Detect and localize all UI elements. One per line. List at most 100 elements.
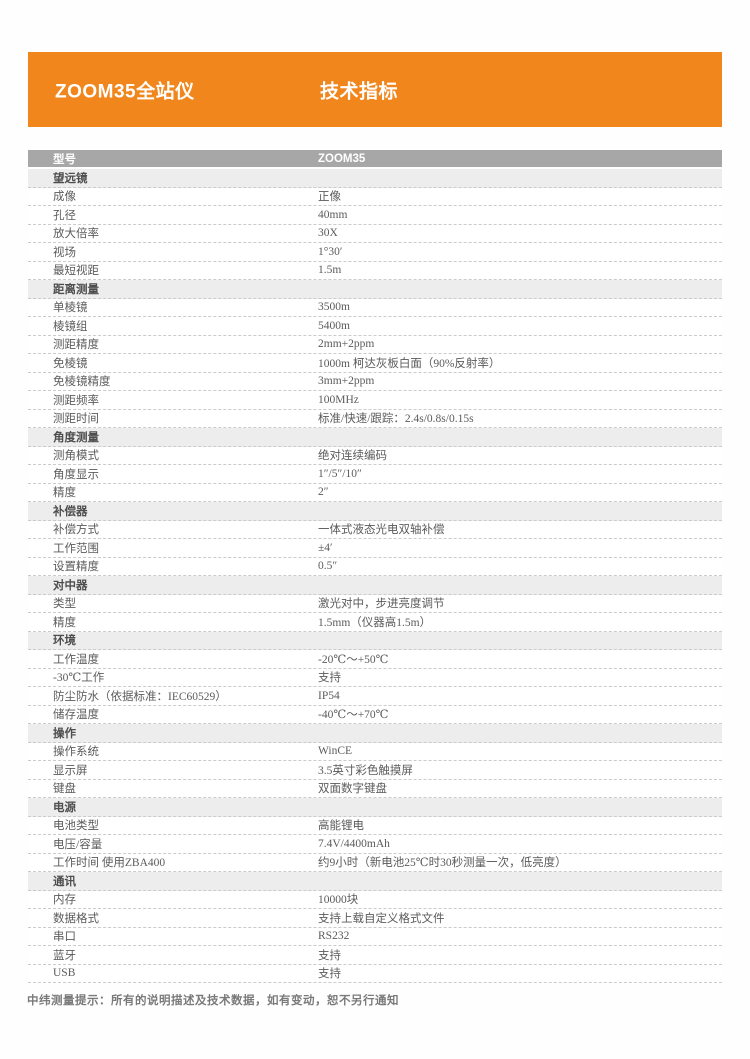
- spec-row: 内存 10000块: [28, 890, 722, 909]
- spec-row: 电池类型 高能锂电: [28, 816, 722, 835]
- product-banner: ZOOM35全站仪 技术指标: [28, 52, 722, 127]
- spec-value: 激光对中，步进亮度调节: [318, 598, 445, 611]
- spec-label: 数据格式: [53, 912, 99, 925]
- spec-value: 标准/快速/跟踪：2.4s/0.8s/0.15s: [318, 413, 474, 426]
- spec-label: 最短视距: [53, 265, 99, 278]
- spec-row: 工作范围 ±4′: [28, 539, 722, 558]
- spec-label: 精度: [53, 487, 76, 500]
- spec-row: 精度 2″: [28, 483, 722, 502]
- spec-value: IP54: [318, 689, 340, 702]
- spec-value: 双面数字键盘: [318, 783, 387, 796]
- spec-value: 30X: [318, 227, 338, 240]
- spec-value: 1″/5″/10″: [318, 467, 362, 480]
- spec-label: -30℃工作: [53, 672, 105, 685]
- spec-value: 绝对连续编码: [318, 450, 387, 463]
- spec-value: 100MHz: [318, 393, 359, 406]
- spec-label: 孔径: [53, 209, 76, 222]
- spec-table: 型号 ZOOM35 望远镜成像 正像孔径 40mm 放大倍率 30X 视场 1°30′ 最短视…: [28, 150, 722, 983]
- spec-value: 1000m 柯达灰板白面（90%反射率）: [318, 357, 501, 370]
- spec-value: 7.4V/4400mAh: [318, 837, 390, 850]
- spec-section-title: 技术指标: [320, 81, 399, 102]
- spec-label: 测距精度: [53, 339, 99, 352]
- spec-label: 工作范围: [53, 542, 99, 555]
- spec-row: 键盘 双面数字键盘: [28, 779, 722, 798]
- spec-label: 串口: [53, 931, 76, 944]
- spec-label: 操作系统: [53, 746, 99, 759]
- spec-label: 角度显示: [53, 468, 99, 481]
- spec-label: 设置精度: [53, 561, 99, 574]
- spec-label: 成像: [53, 191, 76, 204]
- spec-label: 测距时间: [53, 413, 99, 426]
- spec-label: 显示屏: [53, 764, 88, 777]
- spec-row: 设置精度 0.5″: [28, 557, 722, 576]
- spec-label: 测距频率: [53, 394, 99, 407]
- spec-row: 操作系统 WinCE: [28, 742, 722, 761]
- spec-value: WinCE: [318, 745, 353, 758]
- spec-value: -20℃～+50℃: [318, 653, 389, 666]
- spec-value: 40mm: [318, 208, 348, 221]
- spec-value: 2mm+2ppm: [318, 338, 375, 351]
- spec-value: 支持: [318, 949, 341, 962]
- spec-value: 正像: [318, 191, 341, 204]
- spec-row: 类型 激光对中，步进亮度调节: [28, 594, 722, 613]
- spec-label: 棱镜组: [53, 320, 88, 333]
- spec-row: 串口 RS232: [28, 927, 722, 946]
- spec-value: 5400m: [318, 319, 350, 332]
- section-header-row: 补偿器: [28, 502, 722, 521]
- spec-value: 2″: [318, 486, 329, 499]
- spec-row: 精度 1.5mm（仪器高1.5m）: [28, 613, 722, 632]
- spec-row: 测角模式 绝对连续编码: [28, 446, 722, 465]
- spec-value: 1°30′: [318, 245, 343, 258]
- spec-value: -40℃～+70℃: [318, 709, 389, 722]
- spec-label: 类型: [53, 598, 76, 611]
- spec-value: 支持上载自定义格式文件: [318, 912, 445, 925]
- section-header-row: 对中器: [28, 576, 722, 595]
- spec-row: 储存温度 -40℃～+70℃: [28, 705, 722, 724]
- spec-table-body: 望远镜 成像 正像 孔径 40mm 放大倍率 30X 视场 1°30′ 最短视距 1.5m 距离测量单…: [28, 169, 722, 983]
- spec-value: RS232: [318, 930, 350, 943]
- spec-row: 单棱镜 3500m: [28, 298, 722, 317]
- spec-label: 单棱镜: [53, 302, 88, 315]
- spec-label: 免棱镜: [53, 357, 88, 370]
- spec-label: 测角模式: [53, 450, 99, 463]
- spec-label: 内存: [53, 894, 76, 907]
- spec-row: 免棱镜 1000m 柯达灰板白面（90%反射率）: [28, 354, 722, 373]
- spec-value: 3500m: [318, 301, 350, 314]
- spec-row: 防尘防水（依据标准：IEC60529） IP54: [28, 687, 722, 706]
- spec-value: 约9小时（新电池25℃时30秒测量一次，低亮度）: [318, 857, 567, 870]
- spec-label: 工作时间 使用ZBA400: [53, 857, 166, 870]
- spec-row: 成像 正像: [28, 187, 722, 206]
- spec-row: 视场 1°30′: [28, 243, 722, 262]
- section-header-row: 望远镜: [28, 169, 722, 188]
- spec-value: 3.5英寸彩色触摸屏: [318, 764, 413, 777]
- spec-label: 放大倍率: [53, 228, 99, 241]
- spec-row: 显示屏 3.5英寸彩色触摸屏: [28, 761, 722, 780]
- spec-value: 一体式液态光电双轴补偿: [318, 524, 445, 537]
- footer-disclaimer: 中纬测量提示：所有的说明描述及技术数据，如有变动，恕不另行通知: [27, 995, 399, 1007]
- spec-row: 放大倍率 30X: [28, 224, 722, 243]
- model-header-value: ZOOM35: [318, 152, 366, 165]
- spec-label: 免棱镜精度: [53, 376, 111, 389]
- spec-label: 补偿方式: [53, 524, 99, 537]
- section-header-row: 环境: [28, 631, 722, 650]
- spec-label: 电压/容量: [53, 838, 103, 851]
- spec-row: 孔径 40mm: [28, 206, 722, 225]
- spec-row: 蓝牙 支持: [28, 946, 722, 965]
- spec-label: USB: [53, 967, 76, 980]
- spec-value: 3mm+2ppm: [318, 375, 375, 388]
- spec-label: 精度: [53, 616, 76, 629]
- spec-row: 数据格式 支持上载自定义格式文件: [28, 909, 722, 928]
- spec-row: 免棱镜精度 3mm+2ppm: [28, 372, 722, 391]
- spec-value: ±4′: [318, 541, 333, 554]
- spec-value: 支持: [318, 968, 341, 981]
- spec-row: 工作温度 -20℃～+50℃: [28, 650, 722, 669]
- model-header-row: 型号 ZOOM35: [28, 150, 722, 167]
- spec-row: 测距频率 100MHz: [28, 391, 722, 410]
- spec-row: 工作时间 使用ZBA400 约9小时（新电池25℃时30秒测量一次，低亮度）: [28, 853, 722, 872]
- section-header-row: 通讯: [28, 872, 722, 891]
- spec-row: 棱镜组 5400m: [28, 317, 722, 336]
- section-header-row: 电源: [28, 798, 722, 817]
- spec-row: -30℃工作 支持: [28, 668, 722, 687]
- spec-label: 工作温度: [53, 653, 99, 666]
